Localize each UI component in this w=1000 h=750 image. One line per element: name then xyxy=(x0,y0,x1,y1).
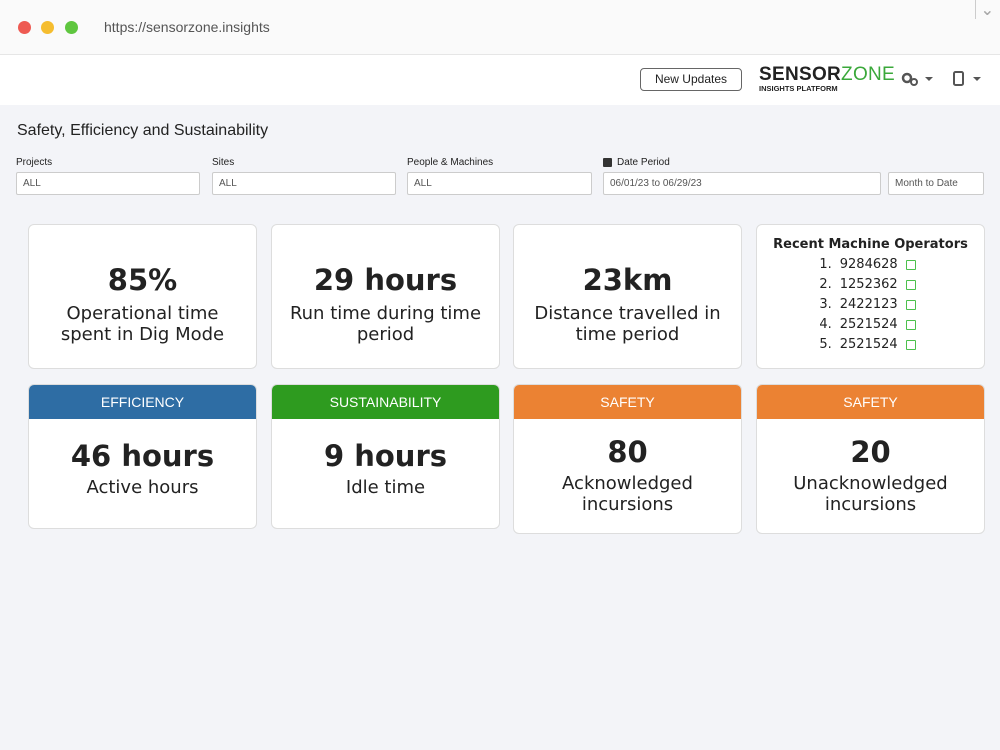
caret xyxy=(925,77,933,81)
kpi-value: 80 xyxy=(607,435,648,469)
operators-title: Recent Machine Operators xyxy=(773,237,968,252)
filter-label: People & Machines xyxy=(407,157,494,168)
kpi-value: 46 hours xyxy=(70,439,215,473)
page-title: Safety, Efficiency and Sustainability xyxy=(17,122,269,139)
external-link-icon xyxy=(905,340,916,350)
minimize-dot[interactable] xyxy=(41,21,54,34)
filter-select[interactable]: ALL xyxy=(16,172,200,195)
browser-bar: https://sensorzone.insights xyxy=(0,0,1000,55)
kpi-value: 9 hours xyxy=(323,439,448,473)
gear-icon xyxy=(910,78,918,86)
settings-menu[interactable] xyxy=(900,70,936,88)
logo[interactable]: SENSORZONE xyxy=(759,64,895,86)
operator-id: 1252362 xyxy=(839,277,898,292)
operator-row[interactable]: 4. 2521524 xyxy=(757,315,984,335)
logo-tagline: INSIGHTS PLATFORM xyxy=(759,84,838,93)
caret xyxy=(973,77,981,81)
external-link-icon xyxy=(905,280,916,290)
operator-id: 9284628 xyxy=(839,257,898,272)
card-tag: SUSTAINABILITY xyxy=(272,385,499,419)
operator-rank: 4. xyxy=(819,317,832,332)
maximize-dot[interactable] xyxy=(65,21,78,34)
filter-label: Projects xyxy=(16,157,53,168)
operators-card: Recent Machine Operators 1. 9284628 2. 12523… xyxy=(756,224,985,369)
stat-value: 29 hours xyxy=(313,263,458,297)
calendar-icon xyxy=(603,158,612,167)
stat-label: Operational time spent in Dig Mode xyxy=(60,303,225,345)
operator-row[interactable]: 1. 9284628 xyxy=(757,255,984,275)
operator-rank: 3. xyxy=(819,297,832,312)
stat-card: 29 hours Run time during time period xyxy=(271,224,500,369)
operator-id: 2521524 xyxy=(839,337,898,352)
operator-id: 2521524 xyxy=(839,317,898,332)
app-header xyxy=(0,55,1000,105)
stat-label: Distance travelled in time period xyxy=(534,303,721,345)
stat-label: Run time during time period xyxy=(289,303,482,345)
kpi-label: Acknowledged incursions xyxy=(562,473,693,515)
stat-card: 85% Operational time spent in Dig Mode xyxy=(28,224,257,369)
external-link-icon xyxy=(905,300,916,310)
kpi-card: SAFETY 20 Unacknowledged incursions xyxy=(756,384,985,534)
card-tag: SAFETY xyxy=(757,385,984,419)
card-tag: EFFICIENCY xyxy=(29,385,256,419)
operator-rank: 5. xyxy=(819,337,832,352)
kpi-label: Active hours xyxy=(86,477,199,498)
operator-rank: 1. xyxy=(819,257,832,272)
gear-icon xyxy=(901,72,913,84)
filter-select[interactable]: ALL xyxy=(407,172,592,195)
new-updates-button[interactable]: New Updates xyxy=(640,68,742,91)
operator-row[interactable]: 3. 2422123 xyxy=(757,295,984,315)
close-dot[interactable] xyxy=(18,21,31,34)
kpi-value: 20 xyxy=(850,435,891,469)
stat-card: 23km Distance travelled in time period xyxy=(513,224,742,369)
filter-select[interactable]: ALL xyxy=(212,172,396,195)
period-select[interactable]: Month to Date xyxy=(888,172,984,195)
kpi-card: EFFICIENCY 46 hours Active hours xyxy=(28,384,257,529)
operator-row[interactable]: 5. 2521524 xyxy=(757,335,984,355)
filter-select[interactable]: 06/01/23 to 06/29/23 xyxy=(603,172,881,195)
filter-label: Date Period xyxy=(617,157,670,168)
external-link-icon xyxy=(905,320,916,330)
device-icon xyxy=(953,71,964,86)
stat-value: 85% xyxy=(107,263,178,297)
kpi-label: Unacknowledged incursions xyxy=(793,473,948,515)
logo-text: SENSOR xyxy=(759,64,842,85)
device-menu[interactable] xyxy=(951,70,987,88)
kpi-label: Idle time xyxy=(345,477,426,498)
logo-text: ZONE xyxy=(841,64,896,85)
operator-row[interactable]: 2. 1252362 xyxy=(757,275,984,295)
operator-rank: 2. xyxy=(819,277,832,292)
stat-value: 23km xyxy=(582,263,673,297)
kpi-card: SAFETY 80 Acknowledged incursions xyxy=(513,384,742,534)
operator-id: 2422123 xyxy=(839,297,898,312)
url[interactable]: https://sensorzone.insights xyxy=(104,19,270,35)
card-tag: SAFETY xyxy=(514,385,741,419)
filter-label: Sites xyxy=(212,157,235,168)
external-link-icon xyxy=(905,260,916,270)
dropdown-caret: ⌄ xyxy=(974,0,994,19)
kpi-card: SUSTAINABILITY 9 hours Idle time xyxy=(271,384,500,529)
